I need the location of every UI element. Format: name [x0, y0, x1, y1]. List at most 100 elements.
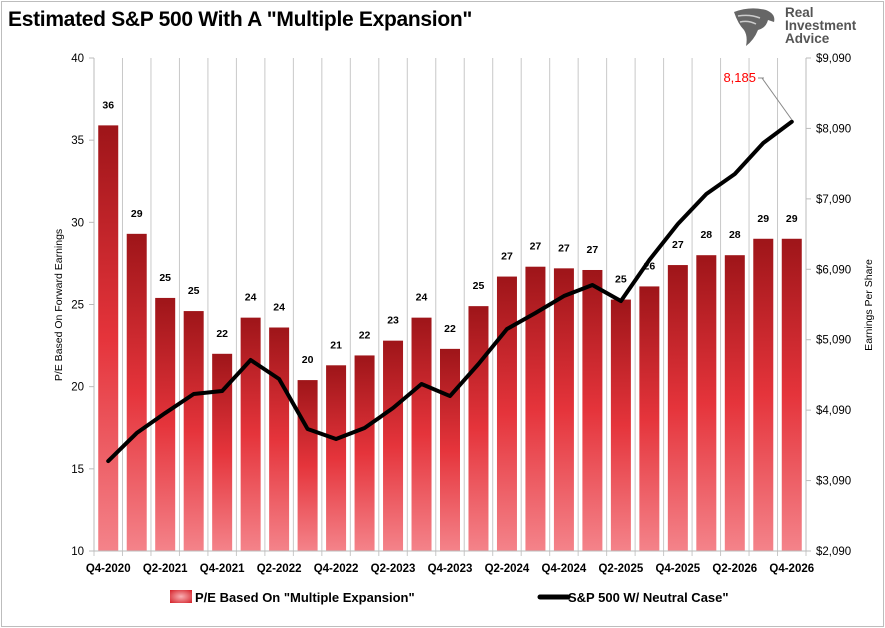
bar: [155, 297, 176, 551]
bar-data-label: 22: [216, 328, 228, 340]
line-annotation: 8,185: [723, 70, 756, 85]
bars: [98, 125, 802, 552]
x-tick-label: Q2-2021: [143, 563, 188, 575]
bar-data-label: 21: [330, 339, 342, 351]
bar: [525, 266, 546, 551]
bar: [667, 265, 688, 551]
bar-data-label: 25: [188, 285, 200, 297]
bar-data-label: 28: [729, 229, 741, 241]
bar: [696, 255, 717, 551]
right-tick-label: $8,090: [816, 123, 851, 135]
bar: [781, 238, 802, 551]
bar: [212, 353, 233, 551]
annotation-leader: [761, 77, 793, 121]
bar: [468, 306, 489, 551]
logo-text: Real Investment Advice: [785, 5, 857, 46]
bar-data-label: 29: [786, 213, 798, 225]
bar: [724, 255, 745, 551]
x-tick-label: Q4-2024: [542, 563, 587, 575]
data-labels: 36 29 25 25 22 24 24 20 21 22 23 24 22 25 27 27 27 27 25 26…: [102, 99, 797, 366]
right-tick-label: $5,090: [816, 335, 851, 347]
right-tick-label: $7,090: [816, 194, 851, 206]
bar-data-label: 25: [473, 280, 485, 292]
left-tick-label: 15: [71, 464, 84, 476]
left-axis-label: P/E Based On Forward Earnings: [53, 229, 65, 381]
x-tick-label: Q2-2025: [598, 563, 643, 575]
bar: [610, 299, 631, 551]
axes: 10 15 20 25 30 35 40 $2,090 $3,090 $4,090 $5,090 $6…: [71, 53, 851, 575]
legend-bar-label: P/E Based On "Multiple Expansion": [195, 590, 415, 605]
bar: [496, 276, 517, 551]
bar-data-label: 22: [444, 323, 456, 335]
right-tick-label: $6,090: [816, 264, 851, 276]
left-tick-label: 35: [71, 135, 84, 147]
right-tick-label: $2,090: [816, 546, 851, 558]
left-tick-label: 30: [71, 217, 84, 229]
left-tick-label: 25: [71, 300, 84, 312]
right-tick-label: $3,090: [816, 476, 851, 488]
x-tick-label: Q4-2026: [769, 563, 814, 575]
logo: Real Investment Advice: [730, 6, 870, 48]
left-tick-label: 10: [71, 546, 84, 558]
bar: [240, 317, 261, 551]
bar: [639, 286, 660, 551]
bar: [98, 125, 119, 552]
x-tick-label: Q2-2023: [371, 563, 416, 575]
right-tick-label: $4,090: [816, 405, 851, 417]
bar-data-label: 29: [757, 213, 769, 225]
logo-line-3: Advice: [785, 31, 830, 46]
legend-line-label: S&P 500 W/ Neutral Case": [568, 590, 729, 605]
left-tick-label: 20: [71, 382, 84, 394]
right-tick-label: $9,090: [816, 53, 851, 65]
bar-data-label: 26: [644, 260, 656, 272]
left-tick-label: 40: [71, 53, 84, 65]
bar: [326, 365, 347, 551]
bar-data-label: 29: [131, 208, 143, 220]
bar-data-label: 27: [587, 244, 599, 256]
bar: [126, 233, 147, 551]
x-tick-label: Q4-2022: [314, 563, 359, 575]
bar: [553, 268, 574, 551]
x-tick-label: Q4-2020: [86, 563, 131, 575]
bar-data-label: 20: [302, 354, 314, 366]
bar: [269, 327, 290, 551]
logo-line-2: Investment: [785, 18, 857, 33]
eagle-logo-icon: [734, 8, 775, 46]
x-tick-label: Q2-2024: [485, 563, 530, 575]
bar-data-label: 22: [359, 329, 371, 341]
chart-title: Estimated S&P 500 With A "Multiple Expan…: [8, 8, 473, 31]
bar-data-label: 27: [558, 242, 570, 254]
bar-data-label: 36: [102, 99, 114, 111]
bar: [354, 355, 375, 551]
logo-line-1: Real: [785, 5, 814, 20]
legend-bar-swatch: [170, 590, 192, 603]
bar-data-label: 23: [387, 315, 399, 327]
bar-data-label: 24: [416, 292, 428, 304]
right-axis-label: Earnings Per Share: [863, 259, 875, 351]
bar: [297, 380, 318, 551]
line-series: [106, 119, 794, 464]
bar-data-label: 25: [615, 274, 627, 286]
bar-data-label: 27: [672, 239, 684, 251]
bar-data-label: 27: [530, 241, 542, 253]
x-tick-label: Q2-2026: [712, 563, 757, 575]
sp500-line: [106, 119, 794, 464]
bar-data-label: 24: [273, 302, 285, 314]
legend: P/E Based On "Multiple Expansion" S&P 50…: [170, 590, 729, 605]
x-tick-label: Q4-2025: [655, 563, 700, 575]
bar: [753, 238, 774, 551]
x-tick-label: Q4-2021: [200, 563, 245, 575]
bar: [411, 317, 432, 551]
bar: [383, 340, 404, 551]
bar-data-label: 24: [245, 292, 257, 304]
bar-data-label: 25: [159, 272, 171, 284]
bar-data-label: 28: [700, 229, 712, 241]
bar: [183, 311, 204, 551]
x-tick-label: Q4-2023: [428, 563, 473, 575]
bar: [440, 348, 460, 551]
bar-data-label: 27: [501, 251, 513, 263]
bar: [582, 269, 603, 551]
x-tick-label: Q2-2022: [257, 563, 302, 575]
